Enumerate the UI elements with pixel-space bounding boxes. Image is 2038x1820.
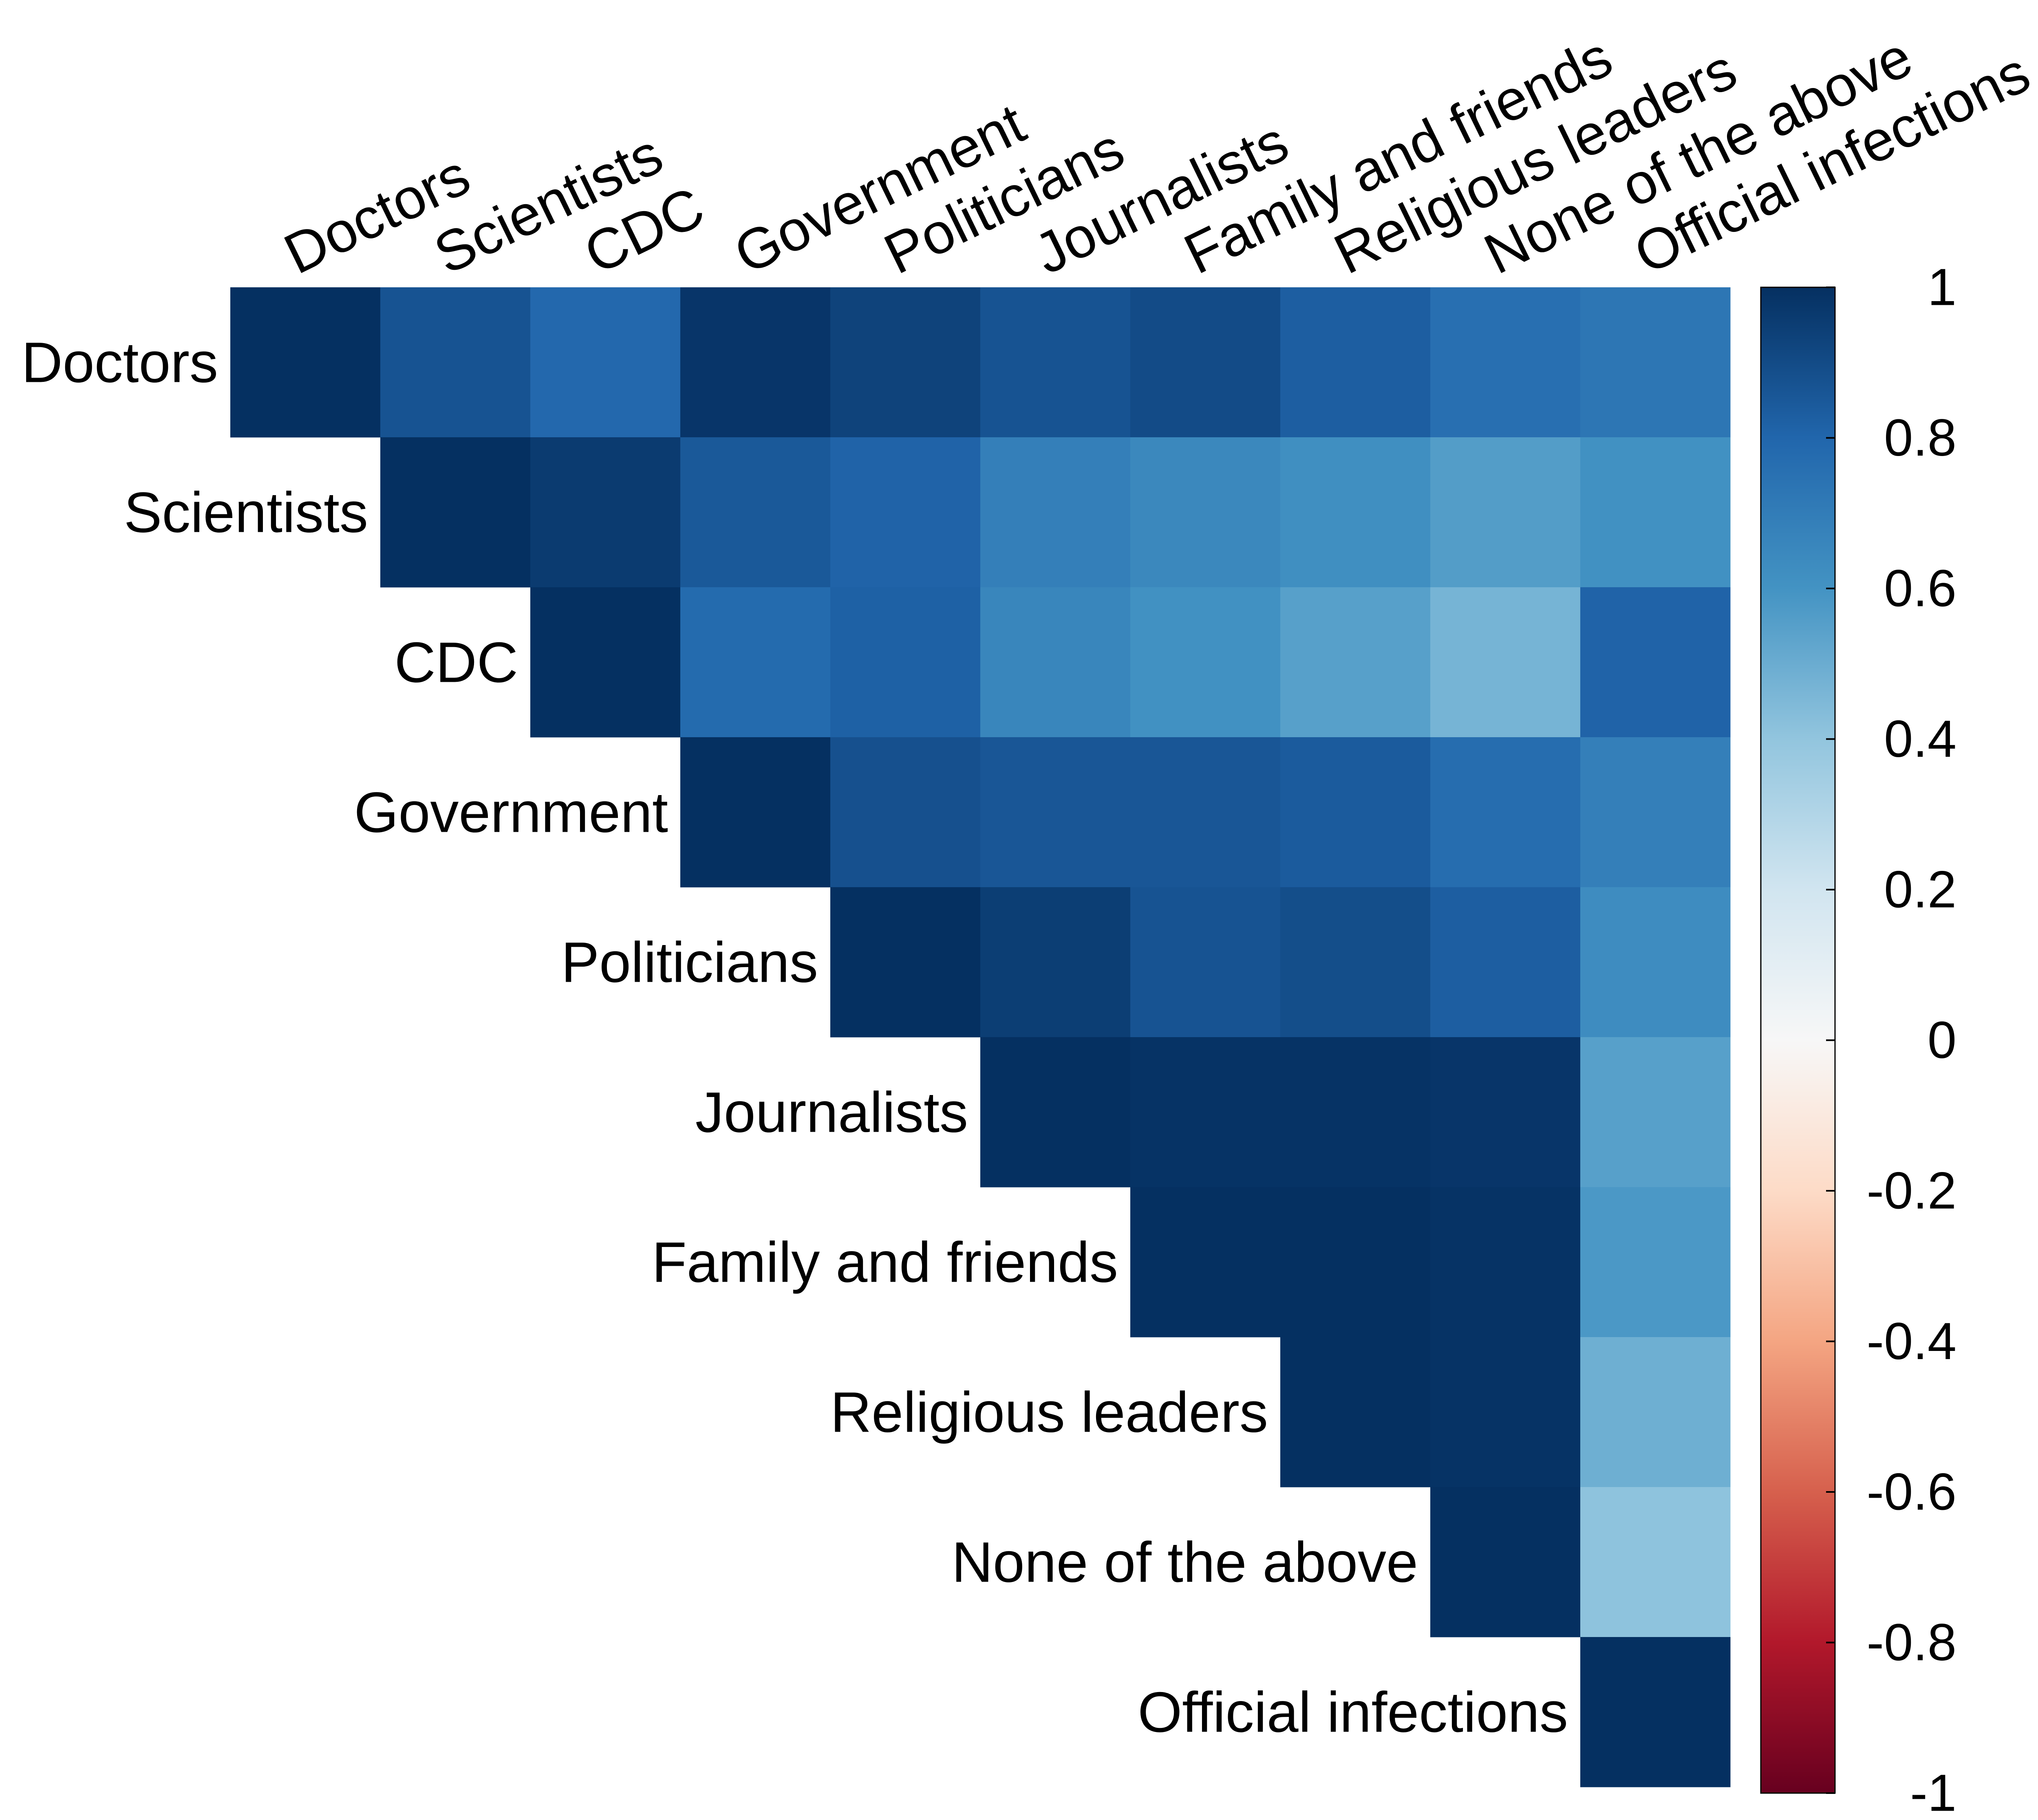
row-labels: Doctors Scientists CDC Government Politician…: [22, 331, 1568, 1744]
cell-family-and-friends-family-and-friends: [1130, 1187, 1281, 1337]
cell-doctors-cdc: [530, 287, 681, 438]
row-label-politicians: Politicians: [561, 930, 818, 994]
cell-scientists-none-of-the-above: [1430, 437, 1581, 588]
row-label-religious-leaders: Religious leaders: [830, 1380, 1268, 1444]
cell-cdc-official-infections: [1580, 587, 1731, 738]
colorbar-tick-label: -0.4: [1866, 1312, 1956, 1371]
cell-none-of-the-above-none-of-the-above: [1430, 1487, 1581, 1637]
row-label-government: Government: [354, 780, 668, 844]
cell-scientists-scientists: [380, 437, 531, 588]
row-label-cdc: CDC: [395, 630, 518, 694]
colorbar-tick-label: 0.2: [1884, 861, 1956, 919]
cell-politicians-politicians: [830, 887, 981, 1038]
cell-scientists-politicians: [830, 437, 981, 588]
cell-scientists-government: [680, 437, 831, 588]
cell-doctors-doctors: [230, 287, 381, 438]
cell-politicians-none-of-the-above: [1430, 887, 1581, 1038]
colorbar-tick-label: -0.2: [1866, 1162, 1956, 1220]
cell-government-family-and-friends: [1130, 737, 1281, 888]
cell-scientists-religious-leaders: [1280, 437, 1431, 588]
cell-doctors-government: [680, 287, 831, 438]
cell-politicians-family-and-friends: [1130, 887, 1281, 1038]
row-label-official-infections: Official infections: [1138, 1680, 1568, 1744]
cell-politicians-official-infections: [1580, 887, 1731, 1038]
cell-journalists-journalists: [980, 1037, 1131, 1188]
row-label-none-of-the-above: None of the above: [952, 1530, 1418, 1594]
colorbar-tick-label: 0: [1928, 1011, 1956, 1069]
cell-family-and-friends-none-of-the-above: [1430, 1187, 1581, 1337]
cell-government-government: [680, 737, 831, 888]
cell-cdc-cdc: [530, 587, 681, 738]
cell-scientists-official-infections: [1580, 437, 1731, 588]
cell-family-and-friends-official-infections: [1580, 1187, 1731, 1337]
cell-journalists-family-and-friends: [1130, 1037, 1281, 1188]
cell-cdc-government: [680, 587, 831, 738]
cell-doctors-religious-leaders: [1280, 287, 1431, 438]
cell-cdc-family-and-friends: [1130, 587, 1281, 738]
colorbar-tick-label: 0.4: [1884, 710, 1956, 768]
colorbar-gradient: [1760, 286, 1836, 1794]
cell-doctors-journalists: [980, 287, 1131, 438]
cell-official-infections-official-infections: [1580, 1637, 1731, 1787]
cell-religious-leaders-religious-leaders: [1280, 1337, 1431, 1487]
colorbar: 1 0.8 0.6 0.4 0.2 0 -0.2 -0.4 -0.6 -0.8 -1: [1760, 258, 1956, 1820]
cell-doctors-family-and-friends: [1130, 287, 1281, 438]
cell-cdc-journalists: [980, 587, 1131, 738]
row-label-doctors: Doctors: [22, 331, 218, 394]
colorbar-tick-label: -0.8: [1866, 1613, 1956, 1672]
cell-scientists-family-and-friends: [1130, 437, 1281, 588]
cell-government-politicians: [830, 737, 981, 888]
cell-politicians-religious-leaders: [1280, 887, 1431, 1038]
colorbar-tick-label: 1: [1928, 258, 1956, 317]
colorbar-ticks: 1 0.8 0.6 0.4 0.2 0 -0.2 -0.4 -0.6 -0.8 -1: [1826, 258, 1956, 1820]
cell-none-of-the-above-official-infections: [1580, 1487, 1731, 1637]
cell-family-and-friends-religious-leaders: [1280, 1187, 1431, 1337]
cell-doctors-none-of-the-above: [1430, 287, 1581, 438]
cell-cdc-politicians: [830, 587, 981, 738]
colorbar-tick-label: -1: [1910, 1764, 1956, 1820]
cell-cdc-none-of-the-above: [1430, 587, 1581, 738]
cell-scientists-journalists: [980, 437, 1131, 588]
cell-cdc-religious-leaders: [1280, 587, 1431, 738]
cell-religious-leaders-official-infections: [1580, 1337, 1731, 1487]
colorbar-tick-label: -0.6: [1866, 1463, 1956, 1521]
row-label-scientists: Scientists: [124, 480, 368, 544]
cell-government-religious-leaders: [1280, 737, 1431, 888]
cell-journalists-religious-leaders: [1280, 1037, 1431, 1188]
colorbar-tick-label: 0.6: [1884, 560, 1956, 618]
row-label-family-and-friends: Family and friends: [652, 1230, 1118, 1294]
cell-government-journalists: [980, 737, 1131, 888]
cell-journalists-official-infections: [1580, 1037, 1731, 1188]
cell-government-official-infections: [1580, 737, 1731, 888]
heatmap-cells: [230, 287, 1731, 1787]
cell-doctors-official-infections: [1580, 287, 1731, 438]
cell-doctors-politicians: [830, 287, 981, 438]
cell-politicians-journalists: [980, 887, 1131, 1038]
cell-scientists-cdc: [530, 437, 681, 588]
cell-government-none-of-the-above: [1430, 737, 1581, 888]
colorbar-tick-label: 0.8: [1884, 409, 1956, 467]
cell-doctors-scientists: [380, 287, 531, 438]
row-label-journalists: Journalists: [695, 1080, 968, 1144]
cell-religious-leaders-none-of-the-above: [1430, 1337, 1581, 1487]
cell-journalists-none-of-the-above: [1430, 1037, 1581, 1188]
